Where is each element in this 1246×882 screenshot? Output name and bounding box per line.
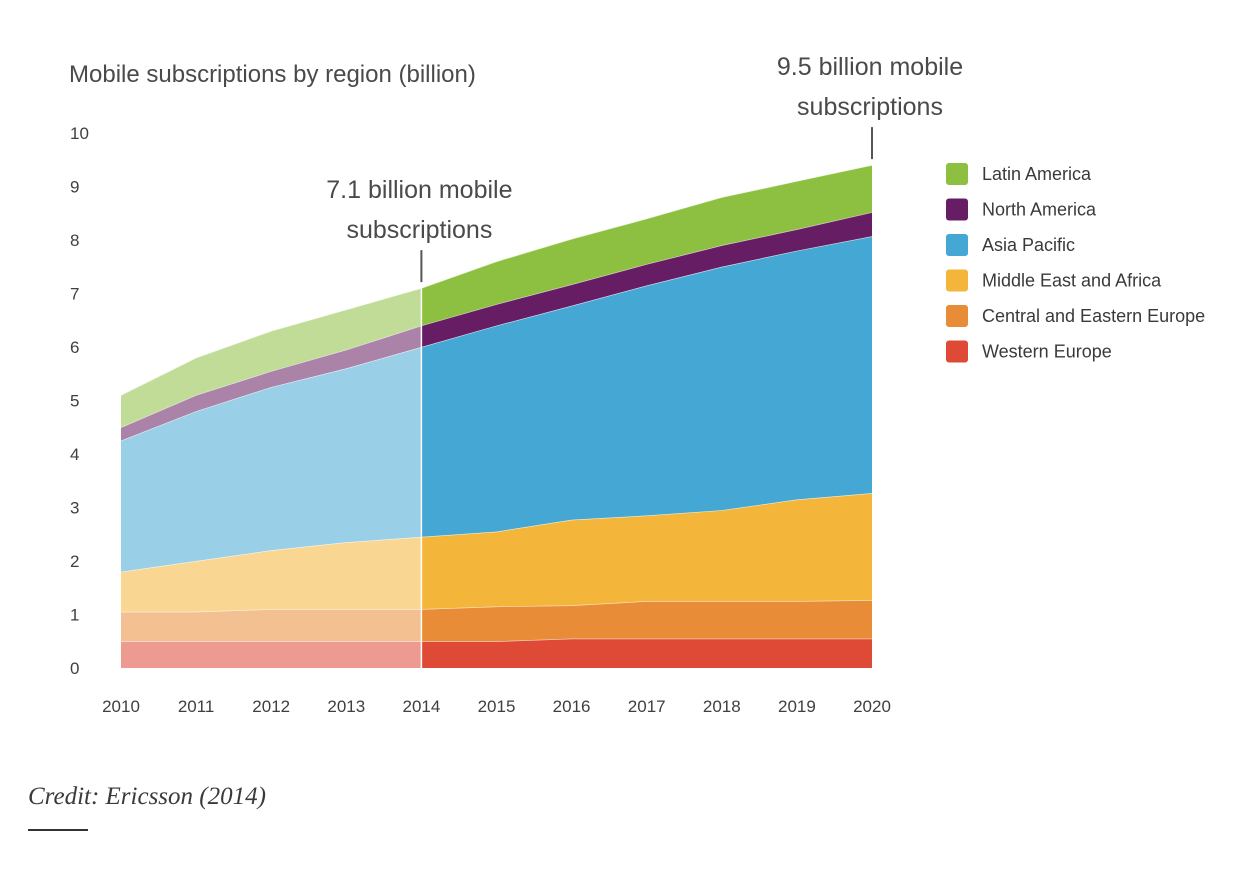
series-western-europe: [121, 638, 872, 668]
annotation-2: 9.5 billion mobile subscriptions: [777, 53, 963, 160]
credit-underline: [28, 829, 88, 831]
x-tick-label: 2017: [628, 697, 666, 716]
x-tick-label: 2018: [703, 697, 741, 716]
annotation-text: 7.1 billion mobile: [326, 176, 512, 204]
annotation-text: subscriptions: [346, 216, 492, 244]
area-western-europe-historic: [121, 641, 422, 668]
annotation-text: 9.5 billion mobile: [777, 53, 963, 81]
area-western-europe-forecast: [421, 638, 872, 668]
area-latin-america-historic: [121, 288, 422, 428]
y-tick-label: 3: [70, 499, 79, 518]
x-tick-label: 2013: [327, 697, 365, 716]
annotation-text: subscriptions: [797, 93, 943, 121]
legend-item-asia-pacific: Asia Pacific: [946, 234, 1075, 256]
x-tick-label: 2014: [402, 697, 440, 716]
series-latin-america: [120, 164, 873, 428]
x-tick-label: 2010: [102, 697, 140, 716]
legend-label: Central and Eastern Europe: [982, 306, 1205, 326]
annotation-1: 7.1 billion mobile subscriptions: [326, 176, 513, 283]
legend-label: Western Europe: [982, 342, 1112, 362]
y-tick-label: 6: [70, 338, 79, 357]
y-tick-label: 5: [70, 392, 79, 411]
y-tick-label: 1: [70, 606, 79, 625]
legend-swatch: [946, 163, 968, 185]
legend-swatch: [946, 305, 968, 327]
y-tick-label: 0: [70, 659, 79, 678]
legend-item-middle-east-and-africa: Middle East and Africa: [946, 269, 1162, 292]
legend-item-western-europe: Western Europe: [946, 340, 1112, 363]
y-tick-label: 2: [70, 552, 79, 571]
area-latin-america-forecast: [421, 165, 872, 326]
area-north-america-historic: [121, 325, 422, 441]
area-central-and-eastern-europe-forecast: [421, 600, 872, 642]
x-tick-label: 2019: [778, 697, 816, 716]
x-tick-label: 2011: [178, 697, 215, 716]
y-tick-label: 9: [70, 178, 79, 197]
y-tick-label: 10: [70, 124, 89, 143]
legend-item-north-america: North America: [946, 198, 1097, 221]
area-middle-east-and-africa-forecast: [421, 493, 872, 610]
legend-label: Asia Pacific: [982, 235, 1075, 255]
y-tick-label: 4: [70, 445, 79, 464]
area-middle-east-and-africa-historic: [121, 536, 422, 612]
legend-label: Latin America: [982, 164, 1092, 184]
x-tick-label: 2016: [553, 697, 591, 716]
legend-swatch: [946, 340, 968, 363]
chart-title: Mobile subscriptions by region (billion): [69, 61, 476, 88]
band-edge-latin-america: [120, 164, 873, 396]
area-asia-pacific-historic: [121, 347, 422, 572]
x-tick-label: 2012: [252, 697, 290, 716]
legend-swatch: [946, 269, 968, 292]
legend-swatch: [946, 234, 968, 256]
x-tick-label: 2015: [478, 697, 516, 716]
x-tick-label: 2020: [853, 697, 891, 716]
credit-caption: Credit: Ericsson (2014): [28, 783, 266, 810]
legend-item-central-and-eastern-europe: Central and Eastern Europe: [946, 305, 1205, 327]
legend-swatch: [946, 198, 968, 221]
y-tick-label: 7: [70, 285, 79, 304]
area-north-america-forecast: [421, 212, 872, 347]
area-asia-pacific-forecast: [421, 236, 872, 537]
area-central-and-eastern-europe-historic: [121, 609, 422, 642]
legend-item-latin-america: Latin America: [946, 163, 1092, 185]
stacked-area-chart: Mobile subscriptions by region (billion)…: [69, 53, 1205, 716]
legend-label: North America: [982, 200, 1097, 220]
legend-label: Middle East and Africa: [982, 271, 1162, 291]
y-tick-label: 8: [70, 231, 79, 250]
